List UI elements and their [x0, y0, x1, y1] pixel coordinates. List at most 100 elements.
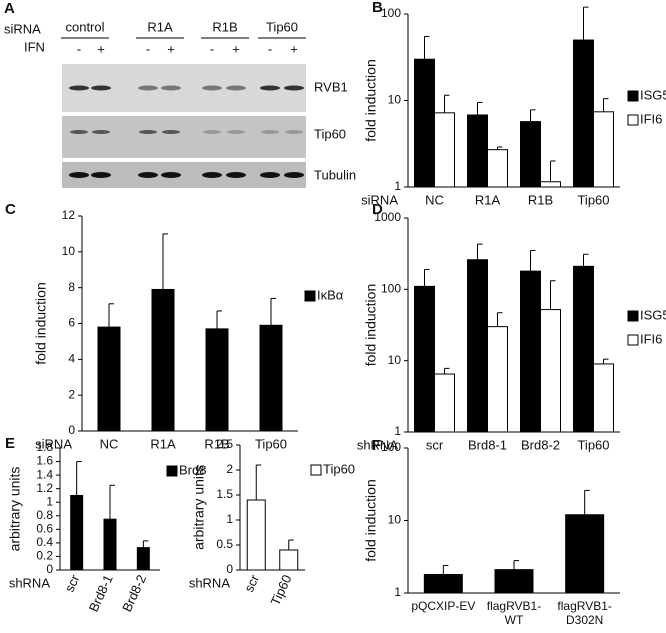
bar: [520, 121, 541, 188]
legend-swatch: [627, 334, 639, 346]
error-bar: [497, 146, 503, 150]
treatment-label: -: [146, 41, 150, 56]
treatment-label: -: [77, 41, 81, 56]
panel-letter: B: [372, 0, 383, 16]
bar: [414, 285, 435, 433]
band: [226, 172, 246, 178]
error-bar: [216, 310, 222, 329]
y-tick-label: 10: [62, 244, 76, 258]
bar: [573, 39, 594, 188]
legend-label: ISG56: [640, 87, 666, 102]
bar: [494, 569, 534, 594]
y-tick-label: 0.4: [36, 535, 53, 549]
error-bar: [442, 564, 449, 575]
treatment-label: -: [268, 41, 272, 56]
error-bar: [288, 539, 294, 550]
error-bar: [162, 233, 168, 290]
error-bar: [530, 109, 536, 122]
band: [260, 85, 280, 91]
bar: [70, 494, 84, 571]
treatment-label: +: [167, 41, 175, 56]
y-tick-label: 12: [62, 208, 76, 222]
legend-label: IκBα: [317, 287, 344, 302]
x-tick-label: flagRVB1-: [487, 599, 541, 613]
y-tick-label: 0: [226, 562, 233, 576]
band: [91, 172, 111, 178]
y-tick-label: 10: [388, 93, 402, 107]
panel-letter: E: [5, 435, 15, 452]
band: [138, 172, 158, 178]
y-tick-label: 4: [68, 352, 75, 366]
band: [161, 85, 181, 91]
x-axis-label: shRNA: [357, 437, 399, 452]
bar: [414, 58, 435, 188]
x-tick-label: Tip60: [577, 437, 609, 452]
group-label: R1A: [147, 19, 173, 34]
bar: [246, 499, 266, 571]
error-bar: [583, 253, 589, 267]
bar: [151, 288, 175, 432]
treatment-label: -: [210, 41, 214, 56]
error-bar: [444, 367, 450, 375]
error-bar: [108, 303, 114, 328]
x-tick-label: R1B: [528, 192, 553, 207]
y-tick-label: 1.4: [36, 467, 53, 481]
legend-swatch: [627, 310, 639, 322]
y-tick-label: 1: [394, 585, 401, 599]
bar: [423, 573, 463, 594]
blot-label: Tubulin: [314, 167, 356, 182]
bar: [279, 549, 299, 571]
y-axis-label: arbitrary units: [7, 467, 23, 552]
legend-label: ISG56: [640, 307, 666, 322]
y-tick-label: 2: [68, 387, 75, 401]
error-bar: [142, 540, 149, 548]
x-tick-label: WT: [505, 613, 524, 627]
x-tick-label: Tip60: [577, 192, 609, 207]
error-bar: [603, 98, 609, 112]
y-tick-label: 1.2: [36, 481, 53, 495]
error-bar: [255, 464, 262, 500]
band: [202, 85, 222, 91]
error-bar: [424, 35, 430, 60]
panel-letter: A: [4, 0, 15, 17]
bar: [259, 324, 283, 432]
band: [69, 85, 89, 91]
bar: [103, 518, 117, 571]
legend-swatch: [304, 290, 316, 302]
y-tick-label: 2.5: [216, 437, 233, 451]
x-tick-label: scr: [426, 437, 444, 452]
error-bar: [550, 280, 556, 310]
bar: [136, 547, 150, 571]
bar: [434, 112, 455, 188]
bar: [520, 270, 541, 433]
y-tick-label: 1000: [374, 210, 401, 224]
y-tick-label: 0: [68, 423, 75, 437]
error-bar: [583, 6, 589, 41]
legend-label: IFI6: [640, 331, 662, 346]
blot-label: RVB1: [314, 79, 348, 94]
y-tick-label: 6: [68, 316, 75, 330]
bar: [573, 265, 594, 433]
y-axis-label: fold induction: [363, 479, 379, 562]
y-tick-label: 2: [226, 462, 233, 476]
error-bar: [109, 484, 115, 520]
band: [202, 172, 222, 178]
y-tick-label: 0.8: [36, 508, 53, 522]
band: [284, 172, 304, 178]
x-tick-label: D302N: [566, 613, 603, 627]
legend-swatch: [627, 114, 639, 126]
x-tick-label: R1B: [204, 436, 229, 451]
error-bar: [497, 312, 503, 327]
legend-label: Brd8: [179, 462, 206, 477]
y-tick-label: 0.5: [216, 537, 233, 551]
y-axis-label: fold induction: [363, 59, 379, 142]
error-bar: [270, 297, 276, 326]
group-label: control: [65, 19, 104, 34]
y-tick-label: 100: [381, 282, 401, 296]
y-axis-label: fold induction: [363, 284, 379, 367]
x-tick-label: scr: [62, 572, 83, 595]
y-tick-label: 1: [394, 424, 401, 438]
x-tick-label: pQCXIP-EV: [411, 599, 475, 613]
legend-swatch: [627, 90, 639, 102]
